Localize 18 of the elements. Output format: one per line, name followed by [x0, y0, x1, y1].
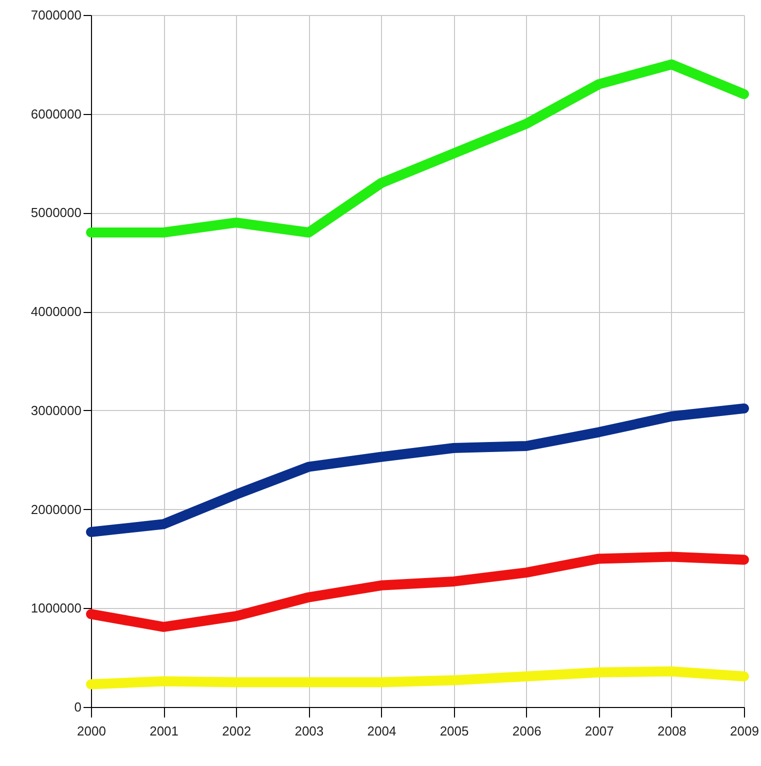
y-tick-label: 0 — [74, 700, 82, 714]
x-tick-label: 2007 — [584, 724, 614, 738]
x-tick-label: 2009 — [730, 724, 759, 738]
y-tick-label: 3000000 — [30, 402, 82, 418]
y-tick-label: 5000000 — [30, 205, 82, 220]
y-tick-label: 6000000 — [30, 106, 82, 122]
x-tick-label: 2002 — [222, 724, 252, 738]
x-tick-label: 2005 — [440, 724, 469, 738]
y-tick-label: 4000000 — [30, 304, 82, 320]
y-tick-label: 1000000 — [30, 600, 82, 616]
x-tick-label: 2006 — [512, 724, 542, 738]
x-tick-label: 2001 — [150, 724, 179, 738]
y-tick-label: 2000000 — [30, 502, 82, 517]
x-tick-label: 2003 — [294, 724, 324, 738]
x-tick-label: 2008 — [657, 724, 686, 738]
x-tick-label: 2004 — [367, 724, 396, 738]
x-tick-label: 2000 — [77, 724, 106, 738]
y-tick-label: 7000000 — [30, 8, 82, 22]
